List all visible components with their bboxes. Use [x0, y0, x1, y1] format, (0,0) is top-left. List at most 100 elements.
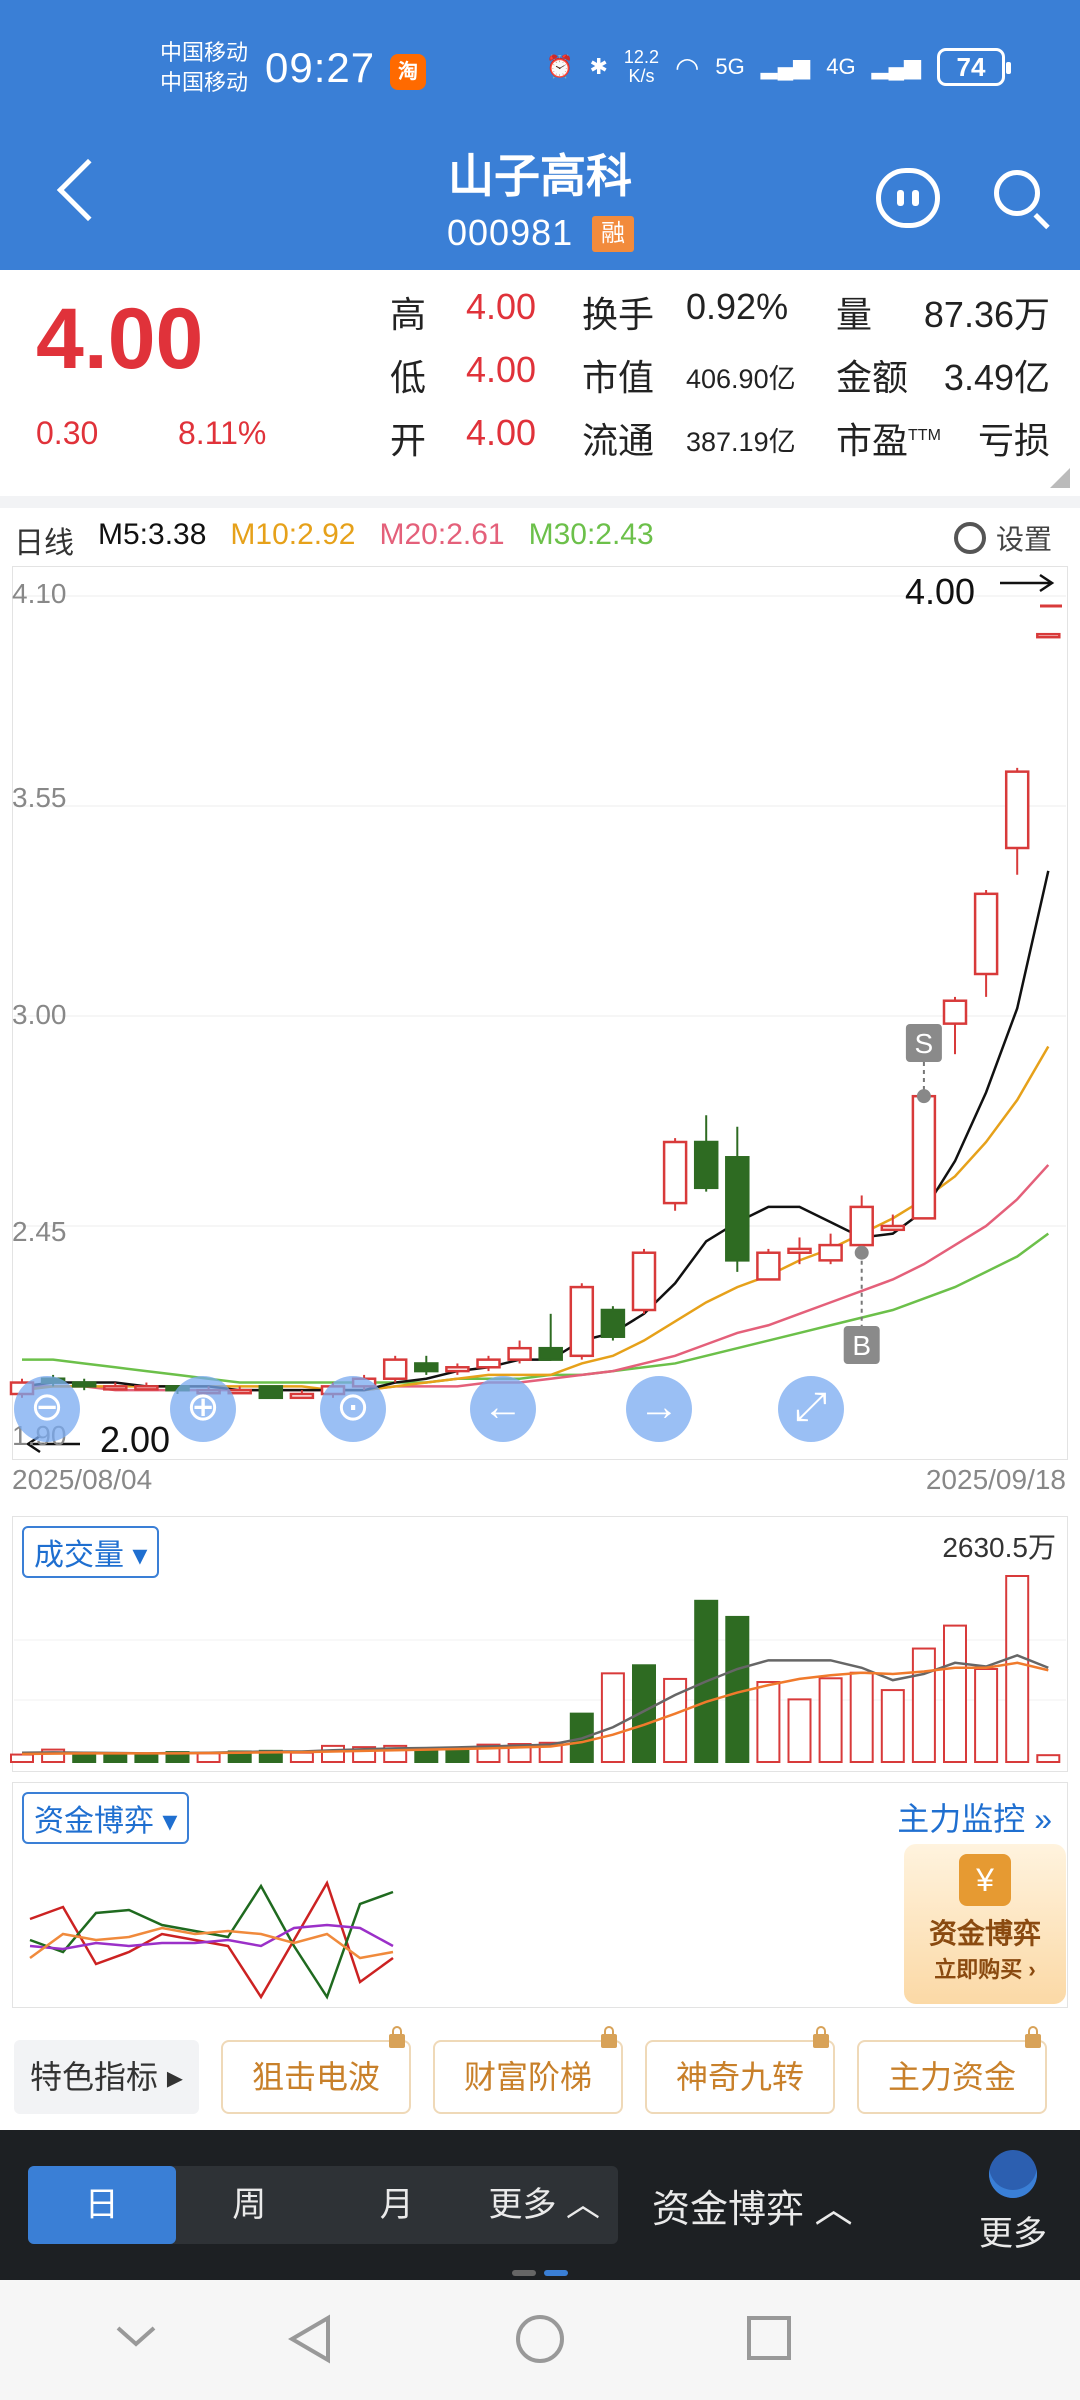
fund-game-toggle[interactable]: 资金博弈 ︿ [652, 2189, 853, 2231]
page-indicator-1 [512, 2270, 536, 2276]
stock-name: 山子高科 [448, 150, 632, 202]
ma10-value: M10:2.92 [230, 518, 356, 551]
taobao-notification-icon: 淘 [390, 54, 426, 90]
fund-game-selector[interactable]: 资金博弈 ▾ [22, 1792, 190, 1844]
more-icon [989, 2150, 1037, 2198]
indicator-chip-1[interactable]: 狙击电波 [220, 2026, 411, 2114]
money-bag-icon: ¥ [959, 1854, 1011, 1906]
net-speed: 12.2 K/s [624, 48, 659, 86]
stat-label-1-a: 低 [390, 357, 427, 398]
price-change: 0.30 [36, 415, 99, 451]
stat-value-0-c: 87.36万 [923, 294, 1050, 335]
system-nav-bar [0, 2280, 1080, 2400]
period-more-label: 更多 [488, 2186, 557, 2224]
signal-5g-label: 5G [715, 54, 745, 79]
stat-label-0-a: 高 [390, 294, 427, 335]
period-more-tab[interactable]: 更多 ︿ [488, 2186, 600, 2224]
status-time: 09:27 [265, 44, 376, 91]
stat-value-1-b: 406.90亿 [686, 364, 796, 394]
volume-selector[interactable]: 成交量 ▾ [22, 1526, 160, 1578]
stat-value-1-a: 4.00 [466, 349, 537, 390]
stat-label-1-b: 市值 [582, 357, 655, 398]
period-month-tab[interactable]: 月 [379, 2186, 414, 2224]
stat-label-2-c: 市盈TTM [836, 420, 941, 461]
start-date: 2025/08/04 [12, 1464, 153, 1495]
page-indicator-2 [544, 2270, 568, 2276]
margin-badge: 融 [592, 216, 634, 252]
y-tick-4: 2.45 [12, 1216, 67, 1247]
divider [0, 496, 1080, 508]
signal-bars-icon: ▂▄▆ [760, 54, 811, 79]
period-day-tab[interactable]: 日 [28, 2166, 176, 2244]
indicator-chip-2-label: 财富阶梯 [463, 2059, 592, 2095]
indicator-chip-4-label: 主力资金 [887, 2059, 1016, 2095]
signal-4g-label: 4G [826, 54, 856, 79]
stat-label-0-b: 换手 [582, 294, 655, 335]
stat-value-1-c: 3.49亿 [943, 357, 1050, 398]
system-icons: ⏰ ✱ 12.2 K/s ◠ 5G ▂▄▆ 4G ▂▄▆ 74 [546, 48, 1011, 86]
battery-icon: 74 [937, 48, 1011, 86]
assistant-robot-icon[interactable] [876, 168, 940, 228]
carrier-2: 中国移动 [160, 70, 249, 95]
alarm-icon: ⏰ [546, 54, 574, 79]
lock-icon [600, 2026, 617, 2048]
fullscreen-button[interactable]: ⤢ [778, 1376, 844, 1442]
stat-value-0-b: 0.92% [686, 286, 789, 327]
y-tick-1: 4.10 [12, 578, 67, 609]
zoom-in-button[interactable]: ⊕ [170, 1376, 236, 1442]
end-date: 2025/09/18 [925, 1464, 1066, 1495]
scroll-left-button[interactable]: ← [470, 1376, 536, 1442]
indicator-chip-2[interactable]: 财富阶梯 [432, 2026, 623, 2114]
stat-value-2-a: 4.00 [466, 412, 537, 453]
settings-label: 设置 [995, 524, 1052, 555]
top-bar: 中国移动 中国移动 09:27 淘 ⏰ ✱ 12.2 K/s ◠ 5G ▂▄▆ 4… [0, 0, 1080, 270]
price-change-pct: 8.11% [178, 415, 267, 451]
gear-icon [953, 522, 986, 554]
more-label: 更多 [979, 2215, 1047, 2253]
stat-label-0-c: 量 [836, 294, 873, 335]
stat-label-2-b: 流通 [582, 420, 655, 461]
y-tick-3: 3.00 [12, 999, 67, 1030]
search-icon[interactable] [994, 170, 1040, 216]
carrier-1: 中国移动 [160, 40, 249, 65]
indicator-chip-3-label: 神奇九转 [675, 2059, 804, 2095]
indicator-chip-4[interactable]: 主力资金 [856, 2026, 1047, 2114]
quote-panel [0, 272, 1080, 496]
feature-indicators-label: 特色指标 [30, 2059, 159, 2095]
signal-bars-icon-2: ▂▄▆ [871, 54, 921, 79]
wifi-icon: ◠ [674, 51, 700, 83]
more-button[interactable]: 更多 [968, 2150, 1058, 2255]
ma30-value: M30:2.43 [528, 518, 654, 551]
promo-title: 资金博弈 [928, 1918, 1041, 1949]
y-tick-2: 3.55 [12, 782, 67, 813]
period-label: 日线 [14, 527, 74, 560]
lock-icon [388, 2026, 405, 2048]
period-week-tab[interactable]: 周 [232, 2186, 267, 2224]
fund-game-promo[interactable]: ¥ 资金博弈 立即购买 › [904, 1844, 1066, 2004]
bluetooth-icon: ✱ [589, 54, 608, 79]
kline-chart-frame[interactable] [12, 566, 1068, 1460]
zoom-out-button[interactable]: ⊖ [14, 1376, 80, 1442]
last-price: 4.00 [36, 291, 204, 387]
indicator-chip-3[interactable]: 神奇九转 [644, 2026, 835, 2114]
scroll-right-button[interactable]: → [626, 1376, 692, 1442]
ma5-value: M5:3.38 [98, 518, 207, 551]
chart-settings-button[interactable]: 设置 [953, 518, 1052, 558]
volume-panel [12, 1516, 1068, 1772]
promo-buy: 立即购买 › [934, 1957, 1036, 1982]
ma-legend: 日线 M5:3.38 M10:2.92 M20:2.61 M30:2.43 [14, 518, 654, 562]
stat-value-0-a: 4.00 [466, 286, 537, 327]
stat-label-2-a: 开 [390, 420, 427, 461]
main-force-monitor-link[interactable]: 主力监控 » [897, 1794, 1052, 1840]
volume-max-label: 2630.5万 [942, 1532, 1056, 1563]
expand-corner-icon[interactable] [1050, 468, 1070, 488]
carrier-info: 中国移动 中国移动 [160, 38, 248, 98]
magnify-button[interactable]: ⊙ [320, 1376, 386, 1442]
ma20-value: M20:2.61 [379, 518, 505, 551]
stock-code: 000981 [447, 212, 574, 253]
stat-value-2-b: 387.19亿 [686, 427, 796, 457]
volume-selector-label: 成交量 [34, 1539, 124, 1572]
feature-indicators-button[interactable]: 特色指标 ▸ [14, 2040, 199, 2114]
fund-game-toggle-label: 资金博弈 [652, 2189, 805, 2231]
